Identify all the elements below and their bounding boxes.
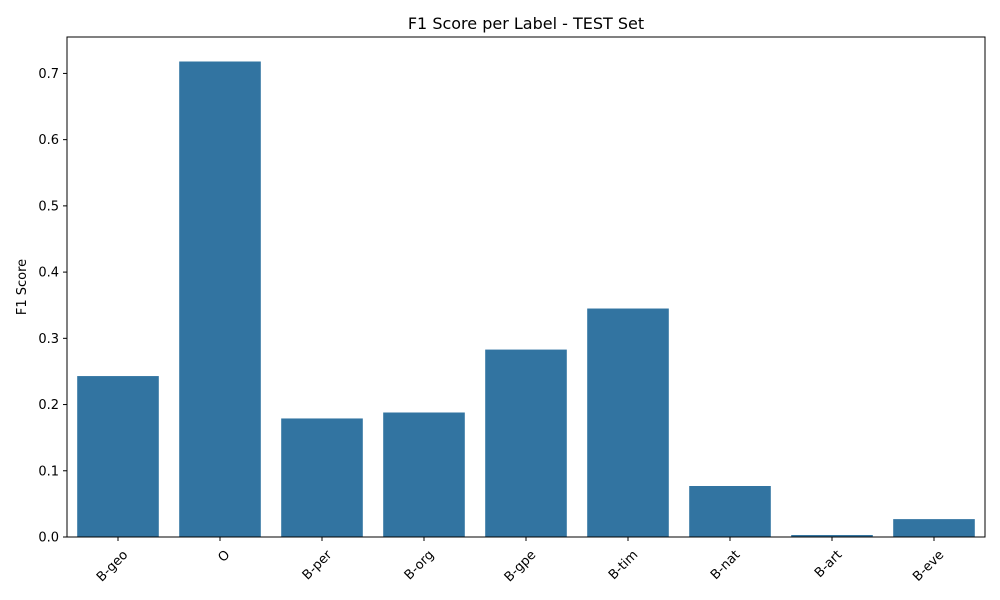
bar-B-eve bbox=[893, 519, 975, 537]
x-tick-label: B-per bbox=[300, 547, 336, 583]
x-tick-label: B-eve bbox=[910, 548, 947, 585]
y-axis-ticks: 0.0 0.1 0.2 0.3 0.4 0.5 0.6 0.7 bbox=[38, 67, 67, 546]
bar-B-per bbox=[281, 418, 363, 537]
x-tick-label: O bbox=[215, 548, 233, 566]
bar-B-tim bbox=[587, 308, 669, 537]
x-tick-label: B-org bbox=[402, 548, 437, 583]
bar-B-nat bbox=[689, 486, 771, 537]
x-tick-label: B-gpe bbox=[502, 548, 540, 586]
y-tick-label: 0.3 bbox=[38, 332, 59, 347]
chart-title: F1 Score per Label - TEST Set bbox=[408, 14, 644, 33]
y-tick-label: 0.2 bbox=[38, 398, 59, 413]
bar-B-geo bbox=[77, 376, 159, 537]
y-tick-label: 0.0 bbox=[38, 531, 59, 546]
bar-B-art bbox=[791, 535, 873, 537]
bars-group bbox=[77, 61, 975, 538]
bar-O bbox=[179, 61, 261, 538]
y-tick-label: 0.6 bbox=[38, 133, 59, 148]
x-axis-ticks: B-geo O B-per B-org B-gpe B-tim B-nat B-art B-ev… bbox=[94, 537, 947, 585]
x-tick-label: B-nat bbox=[708, 548, 743, 583]
y-tick-label: 0.7 bbox=[38, 67, 59, 82]
bar-B-org bbox=[383, 412, 465, 537]
y-tick-label: 0.1 bbox=[38, 464, 59, 479]
plot-frame bbox=[66, 36, 986, 538]
y-tick-label: 0.5 bbox=[38, 199, 59, 214]
y-tick-label: 0.4 bbox=[38, 266, 59, 281]
x-tick-label: B-geo bbox=[94, 548, 131, 585]
bar-B-gpe bbox=[485, 349, 567, 537]
x-tick-label: B-art bbox=[812, 548, 845, 581]
y-axis-label: F1 Score bbox=[15, 259, 30, 315]
x-tick-label: B-tim bbox=[606, 548, 641, 583]
